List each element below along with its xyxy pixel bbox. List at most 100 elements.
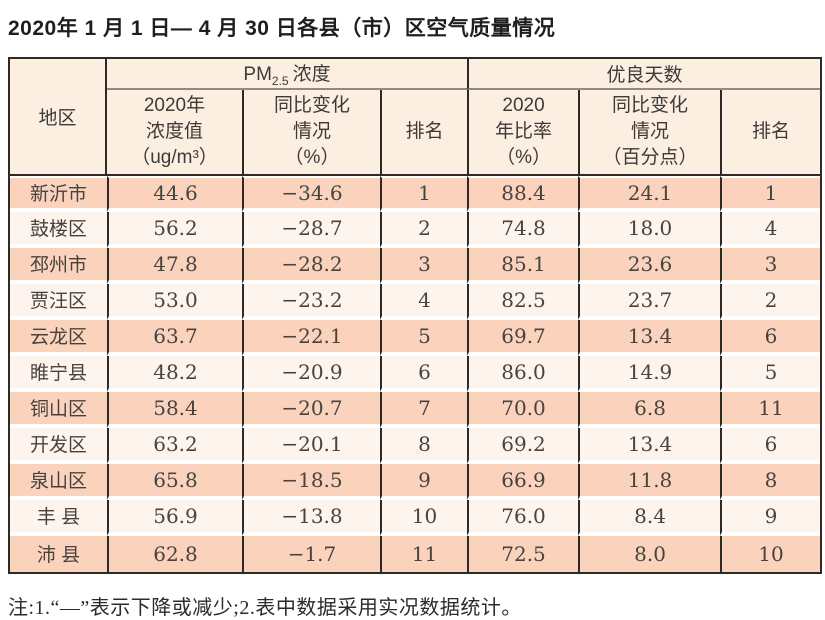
pm25-label-prefix: PM [243, 64, 272, 85]
pm-value-cell: 48.2 [107, 355, 242, 392]
table-header: 地区 PM2.5 浓度 优良天数 2020年 浓度值 （ug/m³） 同比变化 情… [10, 59, 821, 176]
days-change-cell: 8.4 [578, 499, 721, 536]
pm-rank-cell: 6 [380, 355, 468, 392]
pm-rank-cell: 9 [380, 463, 468, 500]
days-rank-cell: 10 [720, 535, 821, 572]
pm-value-cell: 44.6 [107, 175, 242, 212]
pm-rank-cell: 2 [380, 211, 468, 248]
group-header-row: 地区 PM2.5 浓度 优良天数 [10, 59, 821, 176]
table-row: 丰 县 56.9 −13.8 10 76.0 8.4 9 [10, 499, 821, 536]
pm-value-cell: 62.8 [107, 535, 242, 572]
table-row: 新沂市 44.6 −34.6 1 88.4 24.1 1 [10, 175, 821, 212]
days-change-cell: 13.4 [578, 427, 721, 464]
days-change-cell: 18.0 [578, 211, 721, 248]
days-rate-cell: 76.0 [467, 499, 579, 536]
days-change-cell: 23.6 [578, 247, 721, 284]
pm-change-cell: −18.5 [242, 463, 380, 500]
region-cell: 贾汪区 [10, 283, 107, 320]
sub-header-row: 2020年 浓度值 （ug/m³） 同比变化 情况 （%） 排名 2020 年比… [10, 89, 821, 176]
days-rank-cell: 8 [720, 463, 821, 500]
days-rate-cell: 85.1 [467, 247, 579, 284]
days-rate-cell: 69.7 [467, 319, 579, 356]
days-rate-cell: 66.9 [467, 463, 579, 500]
region-cell: 邳州市 [10, 247, 107, 284]
days-change-cell: 23.7 [578, 283, 721, 320]
group-header-pm25: PM2.5 浓度 [107, 59, 468, 90]
region-cell: 睢宁县 [10, 355, 107, 392]
table-row: 铜山区 58.4 −20.7 7 70.0 6.8 11 [10, 391, 821, 428]
pm-value-cell: 58.4 [107, 391, 242, 428]
col-header-pm-rank: 排名 [380, 89, 468, 176]
days-rate-cell: 74.8 [467, 211, 579, 248]
col-header-pm-value: 2020年 浓度值 （ug/m³） [107, 89, 242, 176]
pm-change-cell: −28.2 [242, 247, 380, 284]
pm-rank-cell: 1 [380, 175, 468, 212]
region-cell: 开发区 [10, 427, 107, 464]
col-header-days-rank: 排名 [720, 89, 821, 176]
pm-value-cell: 47.8 [107, 247, 242, 284]
days-rate-cell: 69.2 [467, 427, 579, 464]
pm-change-cell: −1.7 [242, 535, 380, 572]
table-row: 沛 县 62.8 −1.7 11 72.5 8.0 10 [10, 535, 821, 572]
air-quality-table: 地区 PM2.5 浓度 优良天数 2020年 浓度值 （ug/m³） 同比变化 情… [8, 57, 823, 574]
days-rate-cell: 88.4 [467, 175, 579, 212]
pm-change-cell: −34.6 [242, 175, 380, 212]
pm-change-cell: −20.7 [242, 391, 380, 428]
days-rank-cell: 1 [720, 175, 821, 212]
days-change-cell: 14.9 [578, 355, 721, 392]
footnote: 注:1.“—”表示下降或减少;2.表中数据采用实况数据统计。 [8, 596, 522, 619]
pm-rank-cell: 3 [380, 247, 468, 284]
table-row: 泉山区 65.8 −18.5 9 66.9 11.8 8 [10, 463, 821, 500]
col-header-days-change: 同比变化 情况 （百分点） [578, 89, 721, 176]
table-body: 新沂市 44.6 −34.6 1 88.4 24.1 1 鼓楼区 56.2 −2… [10, 175, 821, 572]
col-header-days-rate: 2020 年比率 （%） [467, 89, 579, 176]
days-rate-cell: 72.5 [467, 535, 579, 572]
region-cell: 沛 县 [10, 535, 107, 572]
days-rank-cell: 6 [720, 319, 821, 356]
pm-value-cell: 56.2 [107, 211, 242, 248]
pm-rank-cell: 5 [380, 319, 468, 356]
table-row: 贾汪区 53.0 −23.2 4 82.5 23.7 2 [10, 283, 821, 320]
days-rank-cell: 9 [720, 499, 821, 536]
pm-rank-cell: 4 [380, 283, 468, 320]
days-rate-cell: 70.0 [467, 391, 579, 428]
days-rank-cell: 5 [720, 355, 821, 392]
region-cell: 新沂市 [10, 175, 107, 212]
table-row: 鼓楼区 56.2 −28.7 2 74.8 18.0 4 [10, 211, 821, 248]
pm-rank-cell: 7 [380, 391, 468, 428]
region-cell: 铜山区 [10, 391, 107, 428]
page-title: 2020年 1 月 1 日— 4 月 30 日各县（市）区空气质量情况 [8, 17, 556, 40]
days-rank-cell: 4 [720, 211, 821, 248]
region-cell: 泉山区 [10, 463, 107, 500]
group-header-good-days: 优良天数 [467, 59, 821, 90]
region-cell: 云龙区 [10, 319, 107, 356]
pm-value-cell: 63.2 [107, 427, 242, 464]
days-rank-cell: 6 [720, 427, 821, 464]
pm-change-cell: −23.2 [242, 283, 380, 320]
days-rank-cell: 11 [720, 391, 821, 428]
col-header-region: 地区 [10, 59, 107, 176]
days-change-cell: 11.8 [578, 463, 721, 500]
days-rank-cell: 2 [720, 283, 821, 320]
pm-value-cell: 65.8 [107, 463, 242, 500]
days-rank-cell: 3 [720, 247, 821, 284]
days-rate-cell: 86.0 [467, 355, 579, 392]
table-row: 睢宁县 48.2 −20.9 6 86.0 14.9 5 [10, 355, 821, 392]
table-row: 邳州市 47.8 −28.2 3 85.1 23.6 3 [10, 247, 821, 284]
days-rate-cell: 82.5 [467, 283, 579, 320]
pm-value-cell: 63.7 [107, 319, 242, 356]
days-change-cell: 8.0 [578, 535, 721, 572]
pm-change-cell: −20.9 [242, 355, 380, 392]
pm-change-cell: −13.8 [242, 499, 380, 536]
table-row: 开发区 63.2 −20.1 8 69.2 13.4 6 [10, 427, 821, 464]
pm25-label-subscript: 2.5 [271, 73, 289, 88]
table-row: 云龙区 63.7 −22.1 5 69.7 13.4 6 [10, 319, 821, 356]
pm-change-cell: −20.1 [242, 427, 380, 464]
pm-change-cell: −28.7 [242, 211, 380, 248]
col-header-pm-change: 同比变化 情况 （%） [242, 89, 380, 176]
days-change-cell: 24.1 [578, 175, 721, 212]
pm-value-cell: 53.0 [107, 283, 242, 320]
pm-rank-cell: 11 [380, 535, 468, 572]
region-cell: 丰 县 [10, 499, 107, 536]
region-cell: 鼓楼区 [10, 211, 107, 248]
